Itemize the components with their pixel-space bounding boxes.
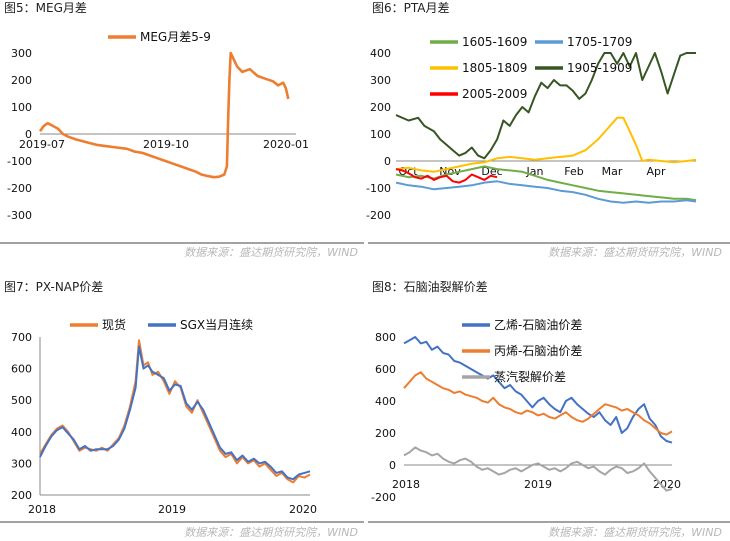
fig5-y-tick-label: 300 [11,47,32,60]
fig6-legend-label: 1805-1809 [462,61,527,75]
fig6-legend-label: 2005-2009 [462,87,527,101]
fig7-y-tick-label: 400 [11,426,32,439]
fig5-y-tick-label: -200 [7,182,32,195]
fig8-y-tick-label: -200 [371,491,396,504]
fig8-y-tick-label: 0 [389,459,396,472]
fig5-y-tick-label: 100 [11,101,32,114]
fig6-series-line [395,116,697,173]
fig5-y-tick-label: -300 [7,209,32,222]
fig6-y-tick-label: -200 [366,209,391,222]
fig8-y-tick-label: 400 [375,395,396,408]
fig7-caption: 图7：PX-NAP价差 [4,280,103,294]
fig6-y-tick-label: 0 [384,155,391,168]
fig6-y-tick-label: 200 [370,101,391,114]
fig6-caption: 图6：PTA月差 [372,1,449,15]
fig7-chart: 200 300 400 500 600 700 2018 2019 2020 现货 SGX当月连续 [11,317,317,516]
fig6-series-line [395,180,697,204]
fig7-series-line [39,345,311,481]
fig8-series-line [403,446,673,492]
fig7-legend-label: 现货 [102,317,126,332]
fig8-y-tick-label: 200 [375,427,396,440]
fig8-caption: 图8：石脑油裂解价差 [372,280,488,294]
fig7-y-tick-label: 300 [11,457,32,470]
fig6-y-tick-label: 400 [370,47,391,60]
fig5-x-tick-label: 2020-01 [263,138,309,151]
fig7-x-tick-label: 2018 [28,503,56,516]
fig6-legend-label: 1905-1909 [567,61,632,75]
fig6-series-line [395,165,697,202]
fig6-x-tick-label: Feb [564,165,583,178]
fig7-x-tick-label: 2020 [289,503,317,516]
fig7-y-tick-label: 500 [11,394,32,407]
fig8-legend-label: 乙烯-石脑油价差 [494,318,582,332]
fig8-x-tick-label: 2018 [392,478,420,491]
fig5-y-tick-label: -100 [7,155,32,168]
fig5-y-tick-label: 0 [25,128,32,141]
fig6-legend-label: 1705-1709 [567,35,632,49]
fig8-chart: -200 0 200 400 600 800 2018 2019 2020 乙烯-石脑油价差丙烯-… [371,318,681,504]
fig6-series-line [395,168,498,184]
fig7-source-note: 数据来源：盛达期货研究院，WIND [184,526,358,539]
fig6-legend-label: 1605-1609 [462,35,527,49]
fig5-legend-label: MEG月差5-9 [140,30,211,44]
fig8-y-tick-label: 600 [375,363,396,376]
fig5-x-tick-label: 2019-10 [143,138,189,151]
fig8-series-line [403,336,673,444]
fig6-x-tick-label: Apr [646,165,666,178]
fig7-y-tick-label: 200 [11,489,32,502]
fig8-legend-label: 蒸汽裂解价差 [494,369,566,384]
fig7-y-tick-label: 700 [11,331,32,344]
fig5-series-line [38,51,290,179]
fig7-y-tick-label: 600 [11,363,32,376]
fig6-source-note: 数据来源：盛达期货研究院，WIND [548,246,722,259]
fig5-caption: 图5：MEG月差 [4,1,87,15]
fig5-source-note: 数据来源：盛达期货研究院，WIND [184,246,358,259]
fig7-x-tick-label: 2019 [158,503,186,516]
fig5-chart: -300 -200 -100 0 100 200 300 2019-07 2019-10 2020… [7,30,309,222]
fig8-source-note: 数据来源：盛达期货研究院，WIND [548,526,722,539]
fig8-x-tick-label: 2020 [653,478,681,491]
fig8-series-line [403,371,673,436]
fig6-series-line [395,52,696,160]
fig8-x-tick-label: 2019 [524,478,552,491]
fig5-x-tick-label: 2019-07 [19,138,65,151]
fig5-y-tick-label: 200 [11,74,32,87]
fig7-series-line [39,339,311,484]
fig8-y-tick-label: 800 [375,331,396,344]
fig6-y-tick-label: 300 [370,74,391,87]
fig6-y-tick-label: -100 [366,182,391,195]
fig6-y-tick-label: 100 [370,128,391,141]
fig7-legend-label: SGX当月连续 [180,317,253,332]
fig8-legend-label: 丙烯-石脑油价差 [494,344,582,358]
fig6-x-tick-label: Mar [602,165,623,178]
